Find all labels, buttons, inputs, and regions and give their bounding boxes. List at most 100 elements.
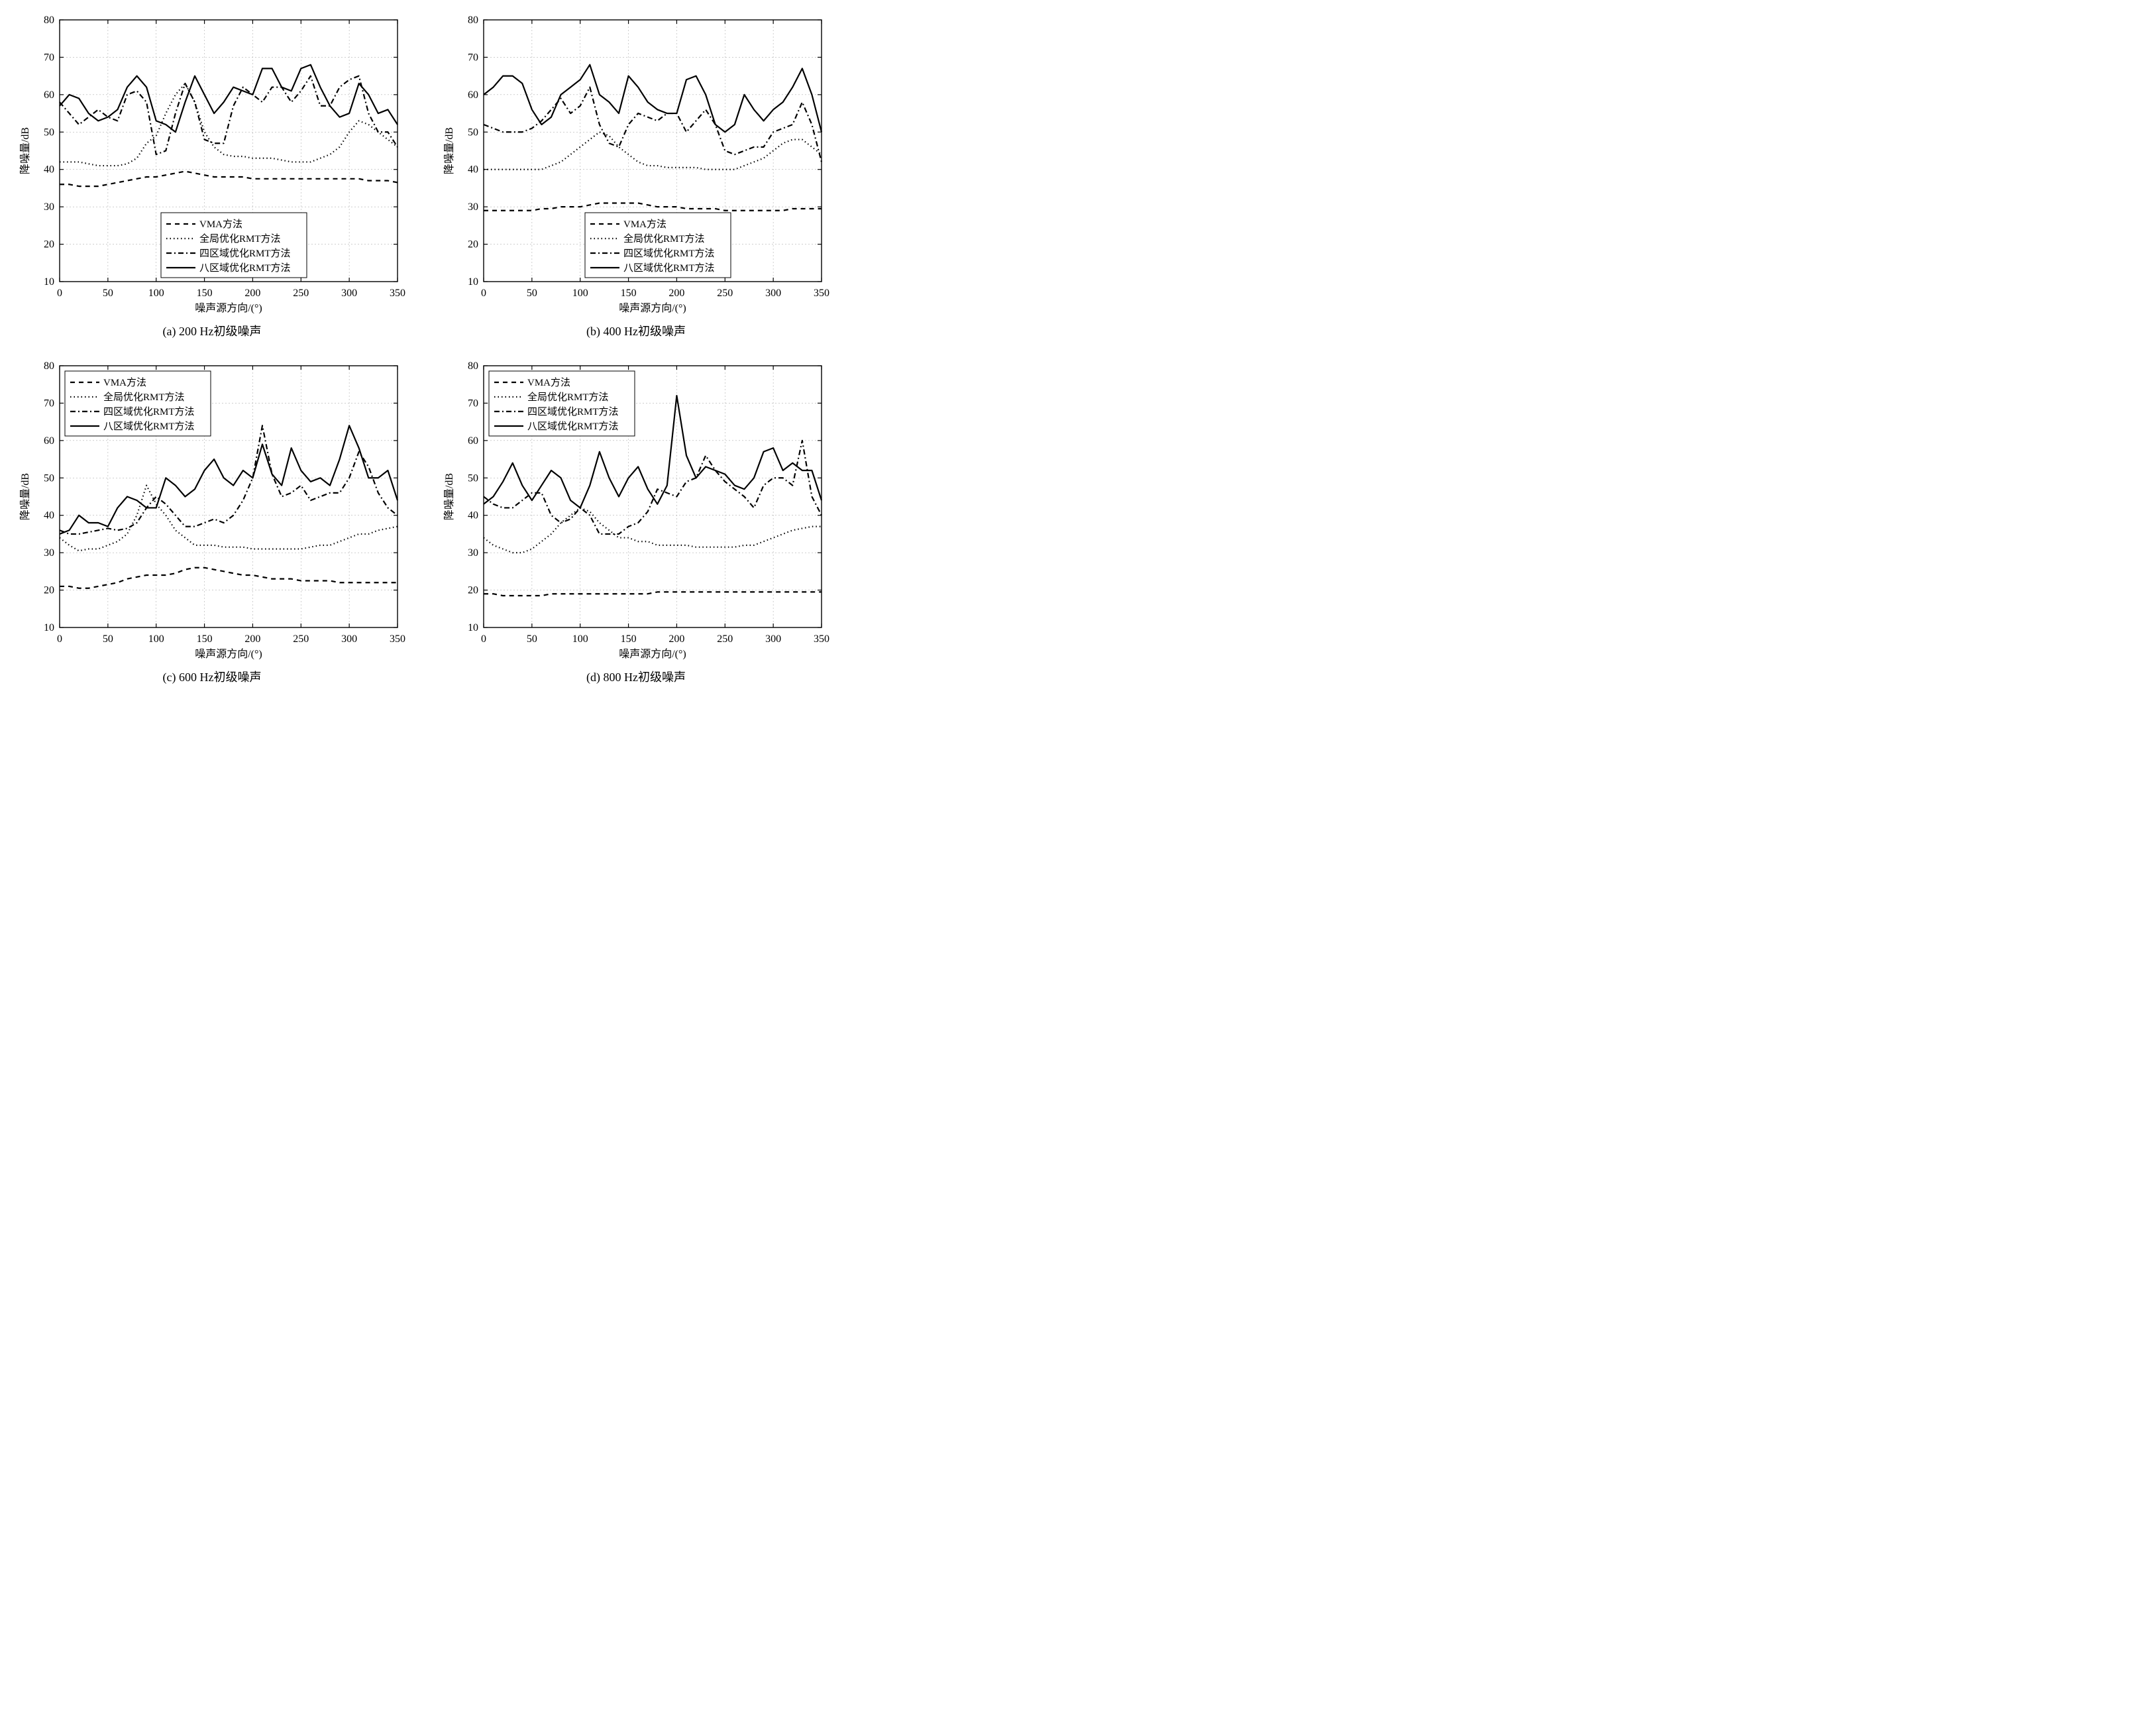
svg-text:200: 200 — [668, 288, 684, 299]
svg-text:300: 300 — [341, 633, 357, 645]
svg-text:60: 60 — [468, 89, 478, 101]
chart-d: 0 50 100 150 200 250 300 350 10 20 30 40 50 60 70 80 噪声源… — [441, 359, 831, 664]
svg-text:60: 60 — [468, 435, 478, 447]
svg-text:20: 20 — [468, 239, 478, 250]
svg-text:10: 10 — [468, 622, 478, 633]
svg-text:四区域优化RMT方法: 四区域优化RMT方法 — [623, 248, 715, 259]
svg-text:0: 0 — [481, 288, 486, 299]
svg-text:10: 10 — [44, 622, 54, 633]
svg-text:250: 250 — [717, 288, 733, 299]
svg-text:300: 300 — [341, 288, 357, 299]
svg-text:350: 350 — [814, 288, 829, 299]
svg-text:350: 350 — [814, 633, 829, 645]
svg-text:100: 100 — [148, 288, 164, 299]
panel-c: 0501001502002503003501020304050607080噪声源… — [13, 359, 411, 685]
svg-text:150: 150 — [621, 633, 637, 645]
svg-text:70: 70 — [44, 52, 54, 63]
svg-text:20: 20 — [44, 239, 54, 250]
svg-text:50: 50 — [103, 633, 113, 645]
svg-text:四区域优化RMT方法: 四区域优化RMT方法 — [103, 406, 195, 417]
svg-text:20: 20 — [468, 585, 478, 596]
svg-text:降噪量/dB: 降噪量/dB — [443, 127, 455, 174]
svg-text:80: 80 — [44, 15, 54, 26]
svg-text:30: 30 — [44, 547, 54, 559]
svg-text:60: 60 — [44, 435, 54, 447]
svg-text:噪声源方向/(°): 噪声源方向/(°) — [195, 302, 262, 314]
svg-text:50: 50 — [103, 288, 113, 299]
chart-grid: 0501001502002503003501020304050607080噪声源… — [13, 13, 835, 685]
svg-text:350: 350 — [390, 288, 405, 299]
svg-text:降噪量/dB: 降噪量/dB — [19, 127, 31, 174]
svg-text:80: 80 — [44, 360, 54, 372]
svg-text:300: 300 — [765, 633, 781, 645]
svg-text:0: 0 — [57, 288, 62, 299]
svg-text:VMA方法: VMA方法 — [623, 219, 667, 230]
svg-text:全局优化RMT方法: 全局优化RMT方法 — [103, 391, 185, 403]
svg-text:50: 50 — [527, 633, 537, 645]
svg-text:10: 10 — [468, 276, 478, 288]
svg-text:30: 30 — [468, 547, 478, 559]
svg-text:300: 300 — [765, 288, 781, 299]
chart-b: 0 50 100 150 200 250 300 350 10 20 30 40 50 60 70 80 噪声源… — [441, 13, 831, 318]
svg-text:全局优化RMT方法: 全局优化RMT方法 — [199, 233, 281, 244]
svg-text:80: 80 — [468, 360, 478, 372]
svg-text:50: 50 — [468, 472, 478, 484]
svg-text:70: 70 — [468, 52, 478, 63]
svg-text:VMA方法: VMA方法 — [199, 219, 242, 230]
svg-text:100: 100 — [572, 288, 588, 299]
svg-text:八区域优化RMT方法: 八区域优化RMT方法 — [103, 421, 195, 432]
svg-text:40: 40 — [468, 164, 478, 176]
svg-text:20: 20 — [44, 585, 54, 596]
svg-text:80: 80 — [468, 15, 478, 26]
svg-text:八区域优化RMT方法: 八区域优化RMT方法 — [199, 262, 291, 274]
svg-text:70: 70 — [44, 398, 54, 409]
subtitle-d: (d) 800 Hz初级噪声 — [586, 668, 686, 685]
svg-text:全局优化RMT方法: 全局优化RMT方法 — [623, 233, 705, 244]
svg-text:降噪量/dB: 降噪量/dB — [443, 473, 455, 520]
svg-text:全局优化RMT方法: 全局优化RMT方法 — [527, 391, 609, 403]
svg-text:100: 100 — [148, 633, 164, 645]
svg-text:60: 60 — [44, 89, 54, 101]
svg-text:50: 50 — [527, 288, 537, 299]
svg-text:八区域优化RMT方法: 八区域优化RMT方法 — [623, 262, 715, 274]
svg-text:50: 50 — [468, 127, 478, 138]
svg-text:30: 30 — [468, 201, 478, 213]
chart-c: 0501001502002503003501020304050607080噪声源… — [17, 359, 407, 664]
svg-text:200: 200 — [668, 633, 684, 645]
subtitle-b: (b) 400 Hz初级噪声 — [586, 322, 686, 339]
svg-text:噪声源方向/(°): 噪声源方向/(°) — [195, 648, 262, 660]
svg-text:30: 30 — [44, 201, 54, 213]
svg-text:噪声源方向/(°): 噪声源方向/(°) — [619, 648, 686, 660]
svg-text:150: 150 — [197, 288, 213, 299]
subtitle-a: (a) 200 Hz初级噪声 — [163, 322, 262, 339]
panel-b: 0 50 100 150 200 250 300 350 10 20 30 40 50 60 70 80 噪声源… — [437, 13, 835, 339]
svg-text:350: 350 — [390, 633, 405, 645]
svg-text:50: 50 — [44, 127, 54, 138]
svg-text:八区域优化RMT方法: 八区域优化RMT方法 — [527, 421, 619, 432]
svg-text:0: 0 — [481, 633, 486, 645]
svg-text:四区域优化RMT方法: 四区域优化RMT方法 — [199, 248, 291, 259]
svg-text:250: 250 — [717, 633, 733, 645]
svg-text:降噪量/dB: 降噪量/dB — [19, 473, 31, 520]
svg-text:40: 40 — [468, 510, 478, 521]
svg-text:VMA方法: VMA方法 — [103, 377, 146, 388]
svg-text:250: 250 — [293, 633, 309, 645]
svg-text:VMA方法: VMA方法 — [527, 377, 570, 388]
svg-text:10: 10 — [44, 276, 54, 288]
svg-text:150: 150 — [621, 288, 637, 299]
panel-a: 0 50 100 150 200 250 300 350 10 20 30 40 50 60 70 80 噪声源… — [13, 13, 411, 339]
svg-text:250: 250 — [293, 288, 309, 299]
svg-text:70: 70 — [468, 398, 478, 409]
svg-text:40: 40 — [44, 510, 54, 521]
svg-text:噪声源方向/(°): 噪声源方向/(°) — [619, 302, 686, 314]
svg-text:200: 200 — [244, 633, 260, 645]
svg-text:200: 200 — [244, 288, 260, 299]
svg-text:四区域优化RMT方法: 四区域优化RMT方法 — [527, 406, 619, 417]
svg-text:0: 0 — [57, 633, 62, 645]
chart-a: 0 50 100 150 200 250 300 350 10 20 30 40 50 60 70 80 噪声源… — [17, 13, 407, 318]
svg-text:40: 40 — [44, 164, 54, 176]
subtitle-c: (c) 600 Hz初级噪声 — [163, 668, 262, 685]
svg-text:150: 150 — [197, 633, 213, 645]
svg-text:100: 100 — [572, 633, 588, 645]
panel-d: 0 50 100 150 200 250 300 350 10 20 30 40 50 60 70 80 噪声源… — [437, 359, 835, 685]
